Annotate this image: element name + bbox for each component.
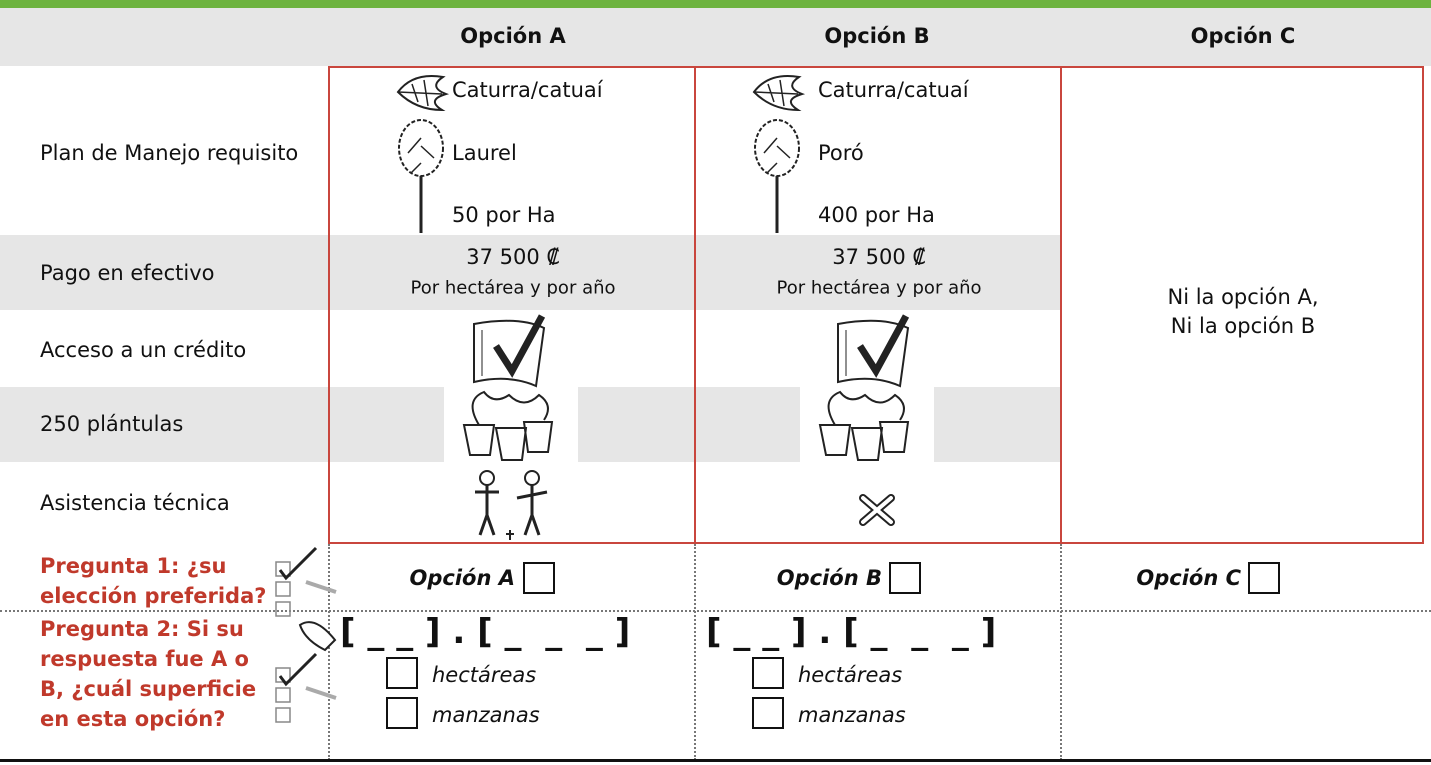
coffee-icon (753, 75, 803, 111)
tree-name: Laurel (452, 141, 517, 165)
divider (328, 544, 330, 760)
tree-icon (753, 118, 801, 235)
unit-label: manzanas (798, 703, 906, 727)
checkbox (752, 697, 784, 729)
tree-density: 400 por Ha (818, 203, 935, 227)
row-label: Plan de Manejo requisito (40, 141, 299, 165)
seedlings-icon (819, 391, 909, 461)
pencil-icon (274, 652, 338, 724)
choice-label: Opción A (409, 566, 515, 590)
unit-label: hectáreas (798, 663, 903, 687)
checkbox (889, 562, 921, 594)
credit-icon (474, 316, 544, 386)
row-label: Asistencia técnica (40, 491, 230, 515)
credit-icon (838, 316, 908, 386)
area-entry: [ _ _ ] . [ _ _ _ ] (340, 612, 631, 652)
checkbox (386, 657, 418, 689)
tree-icon (397, 118, 445, 235)
choice-label: Opción C (1136, 566, 1241, 590)
column-header: Opción C (1190, 24, 1296, 48)
checkbox (1248, 562, 1280, 594)
area-entry: [ _ _ ] . [ _ _ _ ] (706, 612, 997, 652)
column-header: Opción B (824, 24, 930, 48)
row-band (0, 235, 1060, 310)
option-c-text: Ni la opción B (1170, 314, 1316, 338)
divider (0, 610, 1431, 612)
unit-label: hectáreas (432, 663, 537, 687)
option-c-text: Ni la opción A, (1167, 285, 1319, 309)
question-label: Pregunta 2: Si su respuesta fue A o B, ¿… (40, 617, 257, 731)
header-row (0, 8, 1431, 66)
seedlings-icon (463, 391, 553, 461)
choice-label: Opción B (776, 566, 882, 590)
coffee-icon (397, 75, 447, 111)
top-bar (0, 0, 1431, 8)
no-assistance-icon (861, 496, 893, 524)
payment: 37 500 ₡ (466, 245, 560, 269)
payment: 37 500 ₡ (832, 245, 926, 269)
question-label: Pregunta 1: ¿su elección preferida? (40, 554, 267, 608)
checkbox (523, 562, 555, 594)
checkbox (386, 697, 418, 729)
hand-icon (298, 621, 337, 652)
tree-density: 50 por Ha (452, 203, 556, 227)
pencil-icon (274, 546, 338, 618)
crop-name: Caturra/catuaí (818, 78, 969, 102)
assistance-icon (473, 469, 549, 542)
option-c-box (1060, 66, 1424, 544)
payment-note: Por hectárea y por año (410, 277, 616, 299)
row-label: 250 plántulas (40, 412, 184, 436)
tree-name: Poró (818, 141, 864, 165)
payment-note: Por hectárea y por año (776, 277, 982, 299)
row-label: Acceso a un crédito (40, 338, 247, 362)
bottom-rule (0, 759, 1431, 762)
crop-name: Caturra/catuaí (452, 78, 603, 102)
unit-label: manzanas (432, 703, 540, 727)
column-header: Opción A (460, 24, 566, 48)
row-label: Pago en efectivo (40, 261, 215, 285)
divider (694, 544, 696, 760)
divider (1060, 544, 1062, 760)
checkbox (752, 657, 784, 689)
